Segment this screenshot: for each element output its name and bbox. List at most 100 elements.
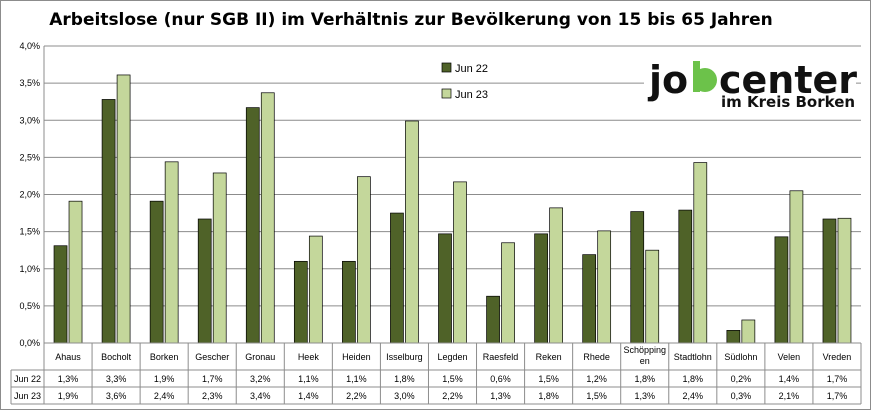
category-label: Velen [778, 352, 801, 362]
data-table-value: 2,2% [346, 391, 367, 401]
logo-text-center: center [719, 58, 857, 102]
bar-jun22 [630, 211, 645, 344]
legend-swatch [441, 62, 452, 73]
category-label: Bocholt [101, 352, 132, 362]
y-tick-label: 3,5% [19, 78, 40, 88]
logo-subtitle: im Kreis Borken [721, 93, 855, 111]
data-table-value: 1,8% [634, 374, 655, 384]
data-table-value: 2,2% [442, 391, 463, 401]
legend-label: Jun 23 [455, 89, 488, 101]
bar-jun23 [693, 162, 708, 344]
data-table-value: 0,6% [490, 374, 511, 384]
bar-jun22 [486, 295, 500, 344]
data-table-value: 2,3% [202, 391, 223, 401]
category-label: Schöpping [623, 345, 666, 355]
bar-jun22 [245, 107, 260, 344]
data-table-value: 3,3% [106, 374, 127, 384]
legend-swatch [441, 88, 452, 99]
chart-title: Arbeitslose (nur SGB II) im Verhältnis z… [49, 10, 773, 30]
bar-jun22 [678, 209, 693, 344]
logo-text-jo: jo [647, 58, 688, 102]
legend-label: Jun 22 [455, 63, 488, 75]
bar-jun22 [726, 330, 741, 344]
category-label: Legden [437, 352, 467, 362]
y-tick-label: 0,0% [19, 338, 40, 348]
category-label: Vreden [823, 352, 852, 362]
bar-jun22 [53, 245, 68, 344]
category-label: Gronau [245, 352, 275, 362]
data-table-value: 1,4% [298, 391, 319, 401]
category-label: en [640, 356, 650, 366]
logo-accent-stem [693, 61, 700, 92]
bar-jun23 [501, 242, 515, 344]
y-tick-label: 1,5% [19, 227, 40, 237]
y-tick-label: 4,0% [19, 41, 40, 51]
bar-jun22 [101, 99, 116, 344]
bar-jun22 [822, 218, 837, 344]
category-label: Borken [150, 352, 179, 362]
data-table-value: 1,3% [634, 391, 655, 401]
data-table-value: 1,3% [58, 374, 79, 384]
data-table-value: 1,7% [202, 374, 223, 384]
bar-jun22 [774, 236, 789, 344]
data-table-value: 1,3% [490, 391, 511, 401]
bar-jun22 [438, 233, 452, 344]
data-table-value: 1,5% [442, 374, 463, 384]
bar-jun22 [534, 233, 548, 344]
data-table-value: 1,9% [154, 374, 175, 384]
bar-jun23 [405, 120, 419, 344]
category-label: Reken [536, 352, 562, 362]
data-table-value: 3,4% [250, 391, 271, 401]
bar-jun23 [837, 217, 852, 344]
bar-jun22 [197, 218, 212, 344]
data-table-value: 1,7% [827, 391, 848, 401]
category-label: Heek [298, 352, 320, 362]
data-table-value: 0,3% [731, 391, 752, 401]
logo-background [644, 58, 856, 108]
data-table-value: 1,2% [586, 374, 607, 384]
data-table-value: 3,2% [250, 374, 271, 384]
bar-jun22 [293, 260, 308, 344]
data-table-value: 1,8% [683, 374, 704, 384]
category-label: Ahaus [55, 352, 81, 362]
data-table-value: 2,4% [683, 391, 704, 401]
data-table-value: 3,6% [106, 391, 127, 401]
bar-jun23 [260, 92, 275, 344]
data-table-value: 1,5% [538, 374, 559, 384]
data-table-value: 1,5% [586, 391, 607, 401]
y-tick-label: 2,0% [19, 190, 40, 200]
bar-jun23 [212, 172, 227, 344]
y-tick-label: 2,5% [19, 152, 40, 162]
category-label: Stadtlohn [674, 352, 712, 362]
data-table-value: 1,9% [58, 391, 79, 401]
data-table-value: 1,7% [827, 374, 848, 384]
bar-jun23 [68, 200, 83, 344]
category-label: Südlohn [724, 352, 757, 362]
bar-jun23 [789, 190, 804, 344]
data-table-value: 2,1% [779, 391, 800, 401]
bar-jun23 [741, 319, 756, 344]
data-table-value: 1,8% [394, 374, 415, 384]
data-table-value: 1,8% [538, 391, 559, 401]
bar-jun22 [582, 254, 597, 344]
data-table-value: 1,4% [779, 374, 800, 384]
bar-jun23 [597, 230, 612, 344]
bar-jun23 [308, 235, 323, 344]
bar-jun23 [164, 161, 179, 344]
bar-jun23 [453, 181, 467, 344]
y-tick-label: 1,0% [19, 264, 40, 274]
bar-jun23 [645, 249, 660, 344]
bar-jun23 [116, 74, 131, 344]
y-tick-label: 0,5% [19, 301, 40, 311]
bar-jun23 [549, 207, 563, 344]
data-table-value: 1,1% [346, 374, 367, 384]
data-table-value: 2,4% [154, 391, 175, 401]
data-table-value: 1,1% [298, 374, 319, 384]
table-series-name: Jun 23 [14, 391, 41, 401]
bar-jun22 [342, 260, 356, 344]
table-series-name: Jun 22 [14, 374, 41, 384]
category-label: Gescher [195, 352, 229, 362]
data-table-value: 0,2% [731, 374, 752, 384]
